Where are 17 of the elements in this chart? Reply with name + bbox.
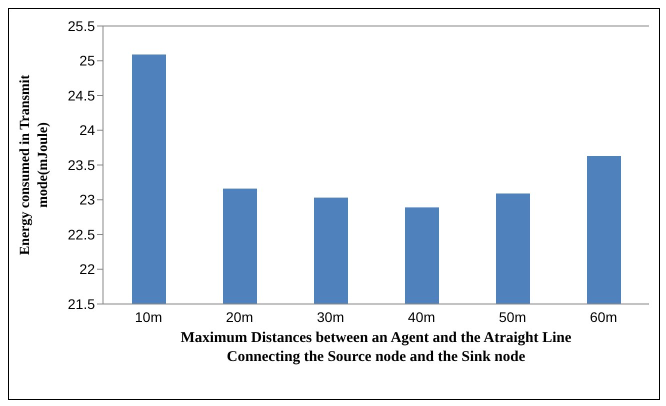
x-tick-label: 60m — [590, 308, 618, 325]
y-tick-label: 23 — [79, 192, 96, 208]
y-tick-label: 25.5 — [68, 18, 96, 34]
y-axis-title: Energy consumed in Transmit mode(mJoule) — [18, 74, 51, 256]
y-tick-label: 24.5 — [68, 87, 96, 104]
x-tick-label: 10m — [134, 308, 162, 325]
y-tick-label: 22.5 — [68, 226, 96, 242]
x-tick-label: 20m — [226, 308, 254, 325]
y-tick-label: 23.5 — [68, 156, 96, 173]
y-tick-label: 24 — [79, 122, 96, 138]
y-tick-label: 25 — [79, 52, 96, 69]
y-tick-label: 21.5 — [68, 296, 96, 312]
x-axis-title: Maximum Distances between an Agent and the Atraight Line Connecting the Source node and the Sink node — [180, 330, 572, 365]
x-tick-label: 40m — [408, 308, 436, 325]
y-tick-label: 22 — [79, 261, 96, 278]
x-tick-label: 30m — [316, 308, 344, 325]
x-tick-label: 50m — [498, 308, 526, 325]
